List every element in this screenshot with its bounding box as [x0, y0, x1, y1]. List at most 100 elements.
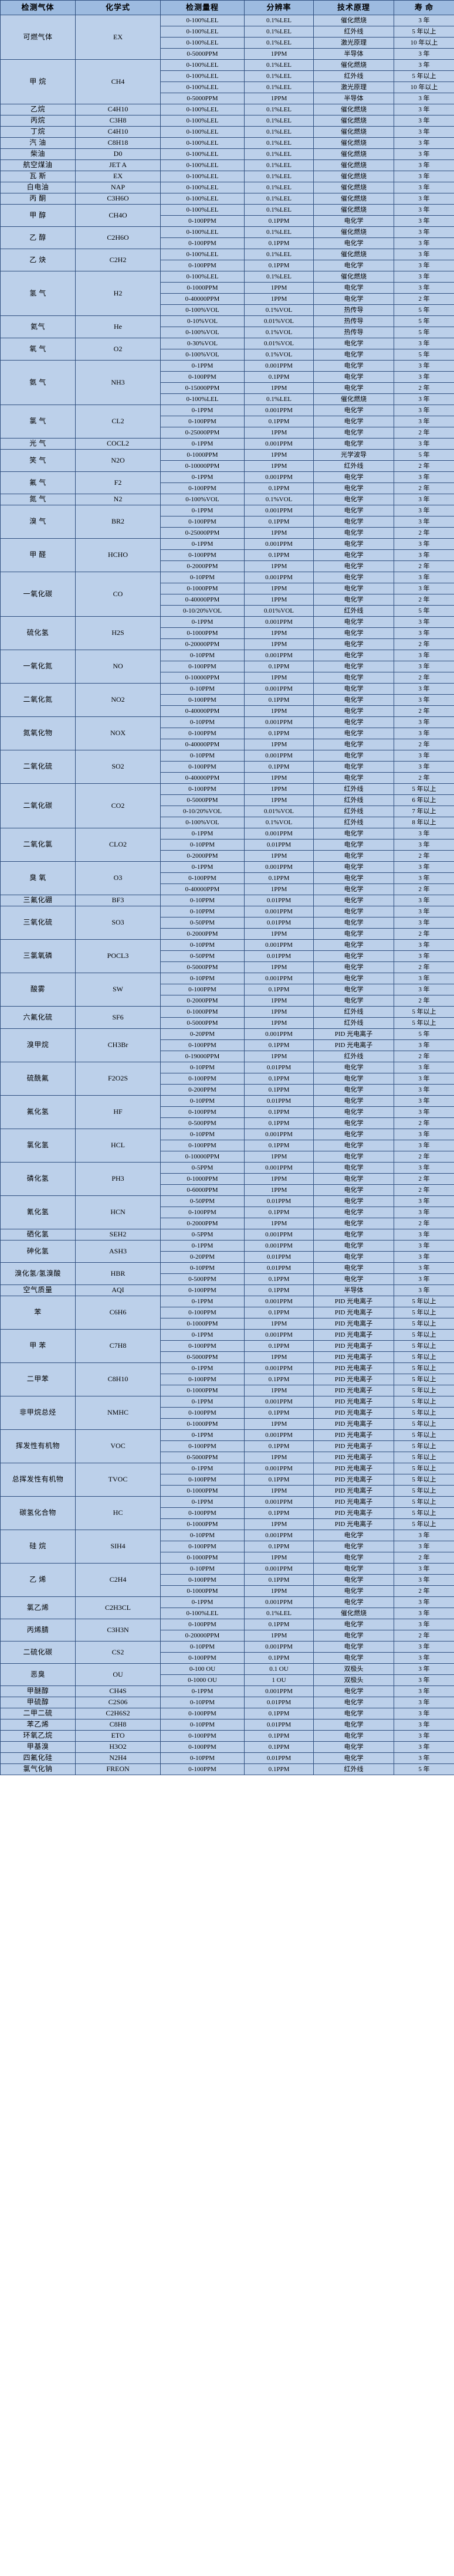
cell-chemical-formula: SEH2 — [75, 1229, 161, 1241]
cell-lifetime: 3 年 — [394, 171, 454, 182]
cell-lifetime: 5 年 — [394, 304, 454, 316]
cell-resolution: 1PPM — [244, 794, 314, 806]
cell-resolution: 0.1PPM — [244, 1474, 314, 1486]
cell-technology: 催化燃烧 — [313, 393, 394, 405]
cell-lifetime: 2 年 — [394, 961, 454, 973]
cell-gas-name: 氢 气 — [0, 271, 76, 316]
cell-gas-name: 光 气 — [0, 438, 76, 450]
cell-gas-name: 溴 气 — [0, 505, 76, 539]
cell-gas-name: 甲硫醇 — [0, 1697, 76, 1708]
table-row: 0-100PPM 0.1PPM PID 光电离子 3 年 — [1, 1039, 454, 1051]
table-row: 0-100PPM 0.1PPM 电化学 3 年 — [1, 1106, 454, 1118]
cell-lifetime: 2 年 — [394, 1173, 454, 1185]
table-row: 0-5000PPM 1PPM 半导体 3 年 — [1, 93, 454, 104]
cell-lifetime: 3 年 — [394, 338, 454, 349]
table-row: 氰化氢 HCN 0-50PPM 0.01PPM 电化学 3 年 — [0, 1195, 454, 1229]
cell-resolution: 1PPM — [244, 460, 314, 472]
cell-lifetime: 3 年 — [394, 1619, 454, 1630]
cell-technology: 电化学 — [313, 1162, 394, 1174]
cell-lifetime: 3 年 — [394, 1563, 454, 1575]
table-row: 臭 氧 O3 0-1PPM 0.001PPM 电化学 3 年 — [0, 861, 454, 895]
cell-detection-range: 0-100PPM — [160, 516, 245, 528]
cell-detection-range: 0-100PPM — [160, 1541, 245, 1552]
cell-chemical-formula: O3 — [75, 861, 161, 895]
cell-resolution: 1PPM — [244, 1630, 314, 1642]
cell-detection-range: 0-20PPM — [160, 1251, 245, 1263]
cell-technology: 电化学 — [313, 950, 394, 962]
cell-resolution: 1PPM — [244, 1385, 314, 1396]
cell-technology: 电化学 — [313, 638, 394, 650]
cell-detection-range: 0-10PPM — [160, 1095, 245, 1107]
cell-technology: PID 光电离子 — [313, 1452, 394, 1463]
cell-gas-name: 氯 气 — [0, 405, 76, 439]
cell-lifetime: 3 年 — [394, 1641, 454, 1653]
cell-technology: 电化学 — [313, 716, 394, 728]
cell-lifetime: 3 年 — [394, 1039, 454, 1051]
cell-lifetime: 3 年 — [394, 1106, 454, 1118]
cell-resolution: 1PPM — [244, 1173, 314, 1185]
cell-resolution: 0.1PPM — [244, 215, 314, 227]
cell-technology: 红外线 — [313, 460, 394, 472]
cell-lifetime: 3 年 — [394, 1697, 454, 1708]
cell-resolution: 0.1%LEL — [244, 59, 314, 71]
cell-resolution: 1PPM — [244, 638, 314, 650]
cell-gas-name: 四氟化硅 — [0, 1752, 76, 1764]
cell-detection-range: 0-1000PPM — [160, 1485, 245, 1497]
table-row: 0-10000PPM 1PPM 电化学 2 年 — [1, 1151, 454, 1163]
cell-detection-range: 0-10PPM — [160, 839, 245, 851]
cell-resolution: 0.1PPM — [244, 416, 314, 427]
cell-resolution: 1PPM — [244, 1151, 314, 1163]
cell-lifetime: 3 年 — [394, 516, 454, 528]
cell-technology: 催化燃烧 — [313, 1608, 394, 1619]
cell-lifetime: 5 年以上 — [394, 1307, 454, 1318]
cell-chemical-formula: C4H10 — [75, 126, 161, 138]
cell-resolution: 0.001PPM — [244, 1162, 314, 1174]
cell-lifetime: 3 年 — [394, 1541, 454, 1552]
cell-detection-range: 0-100PPM — [160, 1507, 245, 1519]
cell-resolution: 0.001PPM — [244, 650, 314, 661]
cell-resolution: 1PPM — [244, 995, 314, 1007]
cell-lifetime: 3 年 — [394, 148, 454, 160]
cell-gas-name: 苯 — [0, 1296, 76, 1330]
cell-lifetime: 3 年 — [394, 583, 454, 594]
cell-lifetime: 2 年 — [394, 1630, 454, 1642]
cell-lifetime: 2 年 — [394, 427, 454, 439]
cell-gas-name: 氮 气 — [0, 494, 76, 505]
cell-resolution: 0.001PPM — [244, 716, 314, 728]
cell-technology: 激光原理 — [313, 81, 394, 93]
table-row: 0-20000PPM 1PPM 电化学 2 年 — [1, 1630, 454, 1642]
cell-detection-range: 0-1PPM — [160, 505, 245, 516]
table-row: 柴油 D0 0-100%LEL 0.1%LEL 催化燃烧 3 年 — [0, 148, 454, 160]
cell-chemical-formula: SIH4 — [75, 1530, 161, 1564]
cell-detection-range: 0-1PPM — [160, 1240, 245, 1252]
cell-lifetime: 3 年 — [394, 861, 454, 873]
cell-chemical-formula: TVOC — [75, 1463, 161, 1497]
cell-lifetime: 2 年 — [394, 928, 454, 940]
cell-resolution: 1PPM — [244, 772, 314, 784]
cell-lifetime: 5 年 — [394, 315, 454, 327]
cell-lifetime: 3 年 — [394, 1251, 454, 1263]
cell-detection-range: 0-1000PPM — [160, 1006, 245, 1018]
cell-detection-range: 0-100PPM — [160, 260, 245, 271]
table-row: 三氯氧磷 POCL3 0-10PPM 0.001PPM 电化学 3 年 — [0, 939, 454, 973]
cell-gas-name: 挥发性有机物 — [0, 1429, 76, 1463]
cell-chemical-formula: F2 — [75, 471, 161, 494]
cell-resolution: 1PPM — [244, 427, 314, 439]
cell-resolution: 1PPM — [244, 594, 314, 606]
cell-technology: 电化学 — [313, 549, 394, 561]
cell-resolution: 1PPM — [244, 560, 314, 572]
table-row: 挥发性有机物 VOC 0-1PPM 0.001PPM PID 光电离子 5 年以上 — [0, 1429, 454, 1463]
cell-lifetime: 2 年 — [394, 527, 454, 539]
cell-detection-range: 0-100PPM — [160, 1708, 245, 1719]
cell-gas-name: 丙 酮 — [0, 193, 76, 205]
cell-chemical-formula: CH3Br — [75, 1028, 161, 1062]
cell-chemical-formula: HBR — [75, 1262, 161, 1285]
cell-lifetime: 7 年以上 — [394, 806, 454, 817]
cell-lifetime: 3 年 — [394, 906, 454, 917]
cell-lifetime: 3 年 — [394, 917, 454, 929]
cell-technology: 催化燃烧 — [313, 104, 394, 115]
cell-technology: 电化学 — [313, 260, 394, 271]
cell-technology: PID 光电离子 — [313, 1440, 394, 1452]
table-row: 0-2000PPM 1PPM 电化学 2 年 — [1, 1218, 454, 1229]
cell-chemical-formula: D0 — [75, 148, 161, 160]
